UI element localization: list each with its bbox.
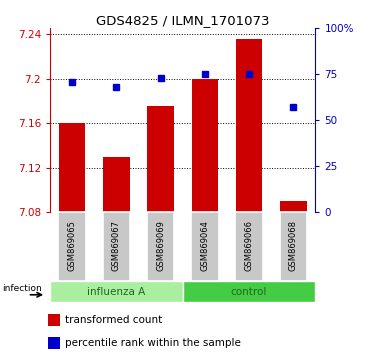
Bar: [48, 314, 60, 326]
Text: GSM869064: GSM869064: [200, 220, 209, 271]
Text: GSM869066: GSM869066: [244, 220, 253, 271]
Text: GSM869068: GSM869068: [289, 220, 298, 271]
Text: GSM869069: GSM869069: [156, 220, 165, 271]
Text: influenza A: influenza A: [87, 287, 145, 297]
Bar: [280, 201, 306, 212]
Bar: [59, 123, 85, 212]
FancyBboxPatch shape: [103, 212, 130, 281]
Bar: [103, 156, 130, 212]
Text: GSM869067: GSM869067: [112, 220, 121, 271]
FancyBboxPatch shape: [183, 281, 315, 302]
FancyBboxPatch shape: [50, 281, 183, 302]
Text: infection: infection: [3, 284, 42, 293]
FancyBboxPatch shape: [279, 212, 307, 281]
Bar: [191, 79, 218, 212]
FancyBboxPatch shape: [235, 212, 263, 281]
Bar: [236, 40, 262, 212]
Bar: [147, 107, 174, 212]
Text: percentile rank within the sample: percentile rank within the sample: [65, 338, 241, 348]
Title: GDS4825 / ILMN_1701073: GDS4825 / ILMN_1701073: [96, 14, 269, 27]
FancyBboxPatch shape: [59, 212, 86, 281]
Bar: [48, 337, 60, 349]
Text: transformed count: transformed count: [65, 315, 162, 325]
FancyBboxPatch shape: [147, 212, 174, 281]
FancyBboxPatch shape: [191, 212, 219, 281]
Text: GSM869065: GSM869065: [68, 220, 77, 271]
Text: control: control: [231, 287, 267, 297]
